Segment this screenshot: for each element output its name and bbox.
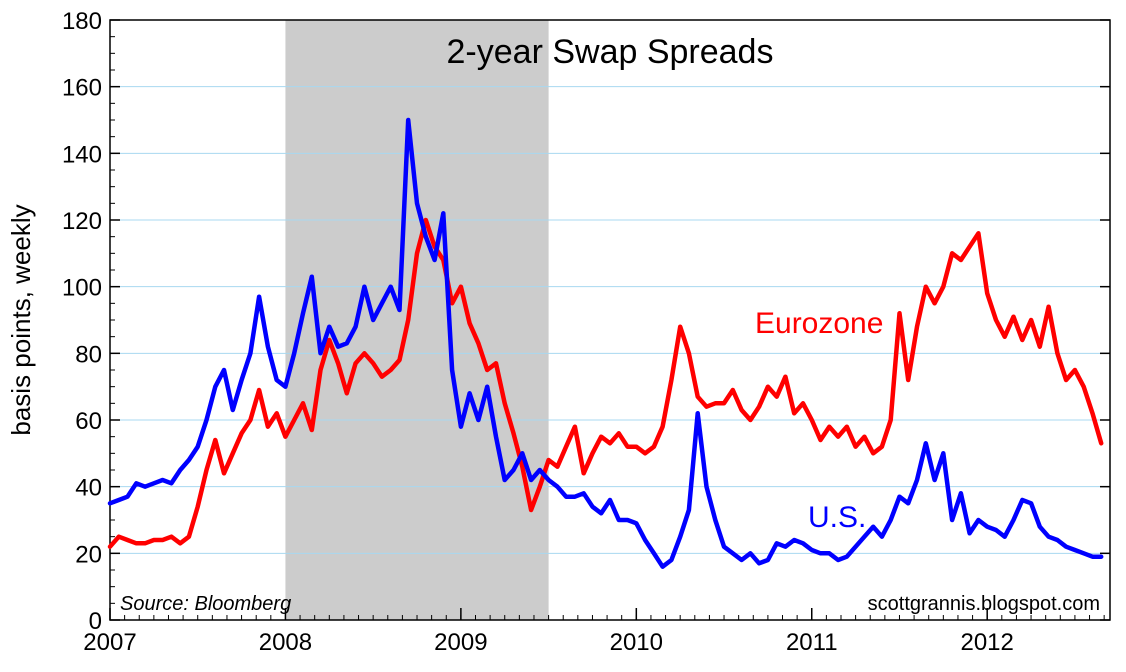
x-tick-label-2008: 2008	[259, 629, 312, 656]
x-tick-label-2007: 2007	[83, 629, 136, 656]
y-tick-label-40: 40	[75, 475, 102, 502]
y-tick-label-20: 20	[75, 541, 102, 568]
recession-shading	[285, 20, 549, 620]
chart-title: 2-year Swap Spreads	[447, 33, 774, 71]
source-note: Source: Bloomberg	[120, 593, 291, 615]
gridlines	[110, 86, 1110, 554]
series-lines	[107, 117, 1104, 569]
y-axis-label: basis points, weekly	[6, 204, 36, 435]
y-axis-ticks: 0 20 40 60 80 100 120 140 160 180	[62, 8, 1110, 635]
y-tick-label-160: 160	[62, 75, 102, 102]
series-label-eurozone: Eurozone	[755, 307, 883, 340]
y-tick-label-120: 120	[62, 208, 102, 235]
x-tick-label-2009: 2009	[434, 629, 487, 656]
y-tick-label-180: 180	[62, 8, 102, 35]
series-label-us: U.S.	[808, 501, 866, 534]
y-tick-label-100: 100	[62, 275, 102, 302]
y-tick-label-60: 60	[75, 408, 102, 435]
credit-note: scottgrannis.blogspot.com	[868, 593, 1100, 615]
series-line-eurozone	[107, 217, 1104, 549]
x-tick-label-2012: 2012	[960, 629, 1013, 656]
y-tick-label-80: 80	[75, 341, 102, 368]
y-tick-label-140: 140	[62, 141, 102, 168]
x-tick-label-2011: 2011	[786, 629, 838, 656]
series-line-us	[107, 117, 1104, 569]
x-tick-label-2010: 2010	[610, 629, 663, 656]
x-axis-ticks: 2007 2008 2009 2010 2011 2012	[83, 608, 1105, 656]
y-tick-label-0: 0	[89, 608, 102, 635]
plot-background	[110, 20, 1110, 620]
